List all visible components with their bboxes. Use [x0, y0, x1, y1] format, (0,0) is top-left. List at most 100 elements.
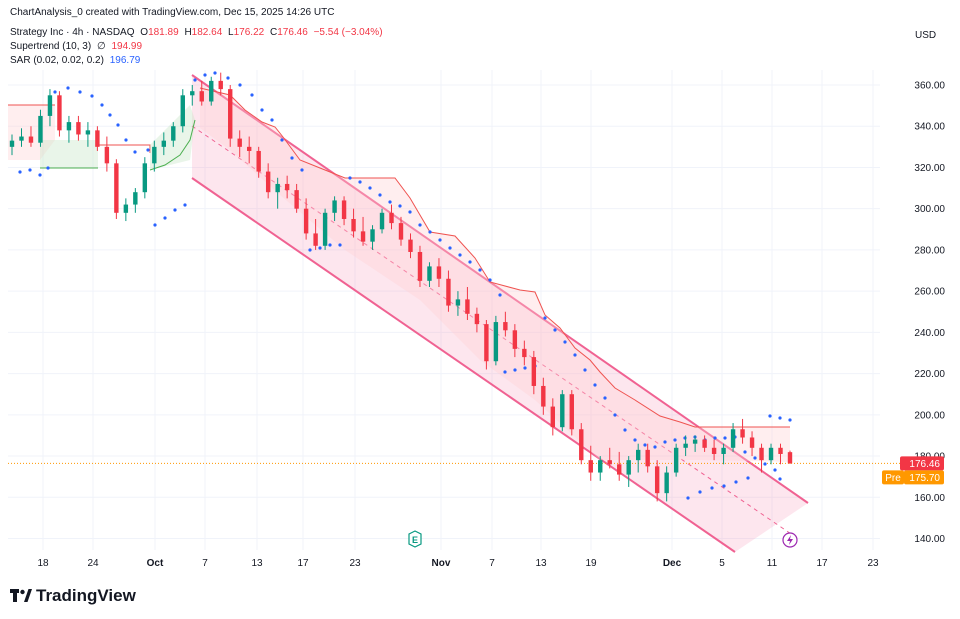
time-tick-label: 24	[87, 558, 99, 569]
sar-dot	[722, 484, 726, 488]
time-tick-label: 7	[489, 558, 495, 569]
sar-dot	[778, 416, 782, 420]
candle-body	[560, 394, 565, 428]
price-tick-label: 200.00	[914, 410, 945, 421]
sar-dot	[643, 443, 647, 447]
candle-body	[332, 200, 337, 213]
sar-dot	[290, 156, 294, 160]
sar-dot	[788, 418, 792, 422]
candle-body	[95, 130, 100, 147]
sar-dot	[163, 216, 167, 220]
candle-body	[389, 212, 394, 224]
channel-upper-line	[191, 74, 809, 504]
regression-channel	[191, 74, 809, 553]
candle-body	[228, 89, 233, 139]
sar-value: 196.79	[109, 55, 141, 66]
time-tick-label: Oct	[147, 558, 164, 569]
sar-dot	[673, 438, 677, 442]
candle-body	[351, 218, 356, 232]
time-tick-label: 5	[719, 558, 725, 569]
candle-body	[9, 140, 15, 147]
pre-label: Pre	[885, 473, 901, 484]
sar-dot	[743, 450, 747, 454]
sar-dot	[108, 113, 112, 117]
high-value: 182.64	[191, 27, 223, 38]
sar-legend[interactable]: SAR (0.02, 0.02, 0.2) 196.79	[10, 55, 143, 67]
candle-body	[275, 183, 280, 193]
sar-dot	[116, 123, 120, 127]
candle-body	[114, 163, 119, 213]
publisher-line: ChartAnalysis_0 created with TradingView…	[10, 7, 337, 19]
price-tick-label: 260.00	[914, 287, 945, 298]
channel-lower-line	[191, 177, 736, 553]
sar-dot	[18, 170, 22, 174]
sar-dot	[418, 223, 422, 227]
split-marker[interactable]	[782, 532, 798, 548]
sar-dot	[193, 78, 197, 82]
candle-body	[171, 126, 176, 141]
change-value: −5.54 (−3.04%)	[313, 27, 383, 38]
candle-body	[284, 183, 290, 191]
candle-body	[711, 447, 717, 454]
time-tick-label: 17	[816, 558, 828, 569]
sar-dot	[573, 353, 577, 357]
sar-dot	[100, 103, 104, 107]
candle-body	[645, 449, 650, 467]
candle-body	[493, 322, 499, 362]
sar-dot	[53, 90, 57, 94]
sar-dot	[768, 414, 772, 418]
candle-body	[617, 464, 622, 475]
sar-dot	[226, 76, 230, 80]
currency-label[interactable]: USD	[915, 30, 937, 41]
time-tick-label: Nov	[432, 558, 451, 569]
candle-body	[531, 357, 537, 386]
sar-dot	[238, 83, 242, 87]
candle-body	[626, 460, 631, 475]
candle-body	[759, 447, 764, 461]
time-tick-label: 18	[37, 558, 49, 569]
sar-dot	[763, 462, 767, 466]
event-markers: E	[408, 530, 798, 548]
earnings-icon	[408, 530, 422, 548]
time-tick-label: 19	[585, 558, 597, 569]
ohlc-legend[interactable]: Strategy Inc · 4h · NASDAQ O181.89 H182.…	[10, 27, 386, 39]
sar-dot	[543, 316, 547, 320]
earnings-marker[interactable]: E	[408, 530, 422, 548]
candle-body	[512, 330, 518, 349]
time-tick-label: 23	[349, 558, 361, 569]
candle-body	[436, 266, 442, 279]
sar-dot	[203, 73, 207, 77]
supertrend-hidden-icon: ∅	[96, 41, 106, 52]
sar-dot	[653, 445, 657, 449]
sar-dot	[746, 476, 750, 480]
sar-dot	[428, 230, 432, 234]
candle-body	[303, 208, 309, 234]
candle-body	[265, 171, 271, 193]
sar-dot	[753, 456, 757, 460]
candle-body	[607, 460, 612, 465]
price-tick-label: 360.00	[914, 81, 945, 92]
sar-dot	[250, 93, 254, 97]
supertrend-label: Supertrend (10, 3)	[10, 41, 92, 52]
price-tick-label: 160.00	[914, 493, 945, 504]
sar-dot	[686, 496, 690, 500]
last-price-tag	[900, 456, 944, 471]
candle-body	[749, 437, 755, 448]
sar-dot	[778, 477, 782, 481]
candle-body	[484, 324, 489, 362]
sar-dot	[213, 71, 217, 75]
candle-body	[778, 447, 783, 454]
candle-body	[730, 429, 736, 448]
sar-dot	[124, 138, 128, 142]
sar-dot	[698, 490, 702, 494]
supertrend-legend[interactable]: Supertrend (10, 3) ∅ 194.99	[10, 41, 145, 53]
candle-body	[465, 299, 470, 314]
candle-body	[702, 439, 707, 448]
low-label: L	[228, 27, 234, 38]
high-label: H	[184, 27, 192, 38]
supertrend-bear-fill-early	[8, 105, 55, 160]
sar-dot	[503, 370, 507, 374]
time-tick-label: 13	[251, 558, 263, 569]
tradingview-logo[interactable]: TradingView	[10, 586, 136, 606]
